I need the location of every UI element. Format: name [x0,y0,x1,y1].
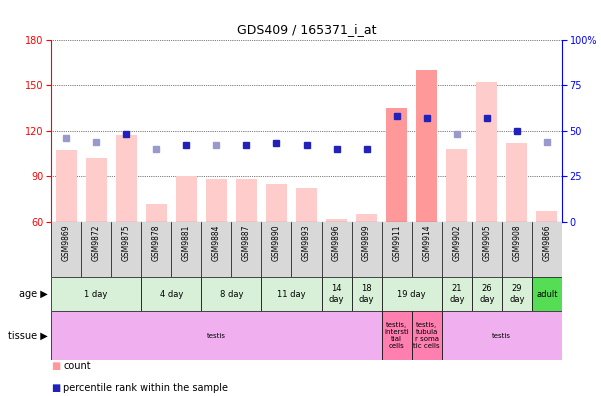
Bar [532,277,562,311]
Text: 26
day: 26 day [479,284,495,304]
Bar [55,150,77,222]
Bar [382,277,442,311]
Text: GSM9890: GSM9890 [272,225,281,261]
Text: GSM9893: GSM9893 [302,225,311,261]
Text: 14
day: 14 day [329,284,344,304]
Text: ■: ■ [51,383,60,393]
Bar [261,277,322,311]
Bar [472,277,502,311]
Bar [201,277,261,311]
Text: testis,
intersti
tial
cells: testis, intersti tial cells [384,322,409,349]
Text: 8 day: 8 day [219,289,243,299]
Bar [322,277,352,311]
Bar [296,188,317,222]
Bar [176,176,197,222]
Bar [352,277,382,311]
Text: count: count [63,361,91,371]
Bar [326,219,347,222]
Text: 4 day: 4 day [160,289,183,299]
Text: testis: testis [207,333,226,339]
Text: GSM9902: GSM9902 [453,225,461,261]
Bar [502,277,532,311]
Text: GSM9905: GSM9905 [483,225,491,261]
Text: 1 day: 1 day [85,289,108,299]
Text: GSM9887: GSM9887 [242,225,251,261]
Text: adult: adult [536,289,558,299]
Bar [386,108,407,222]
Text: GDS409 / 165371_i_at: GDS409 / 165371_i_at [237,23,376,36]
Bar [236,179,257,222]
Text: testis,
tubula
r soma
tic cells: testis, tubula r soma tic cells [413,322,440,349]
Text: GSM9872: GSM9872 [92,225,100,261]
Text: 18
day: 18 day [359,284,374,304]
Text: GSM9869: GSM9869 [62,225,70,261]
Text: 19 day: 19 day [397,289,426,299]
Text: 21
day: 21 day [449,284,465,304]
Bar [146,204,167,222]
Text: GSM9896: GSM9896 [332,225,341,261]
Text: GSM9878: GSM9878 [152,225,160,261]
Bar [141,277,201,311]
Text: ■: ■ [51,361,60,371]
Text: tissue ▶: tissue ▶ [8,331,48,341]
Bar [382,311,412,360]
Text: GSM9899: GSM9899 [362,225,371,261]
Bar [447,149,468,222]
Bar [507,143,528,222]
Bar [206,179,227,222]
Bar [51,311,382,360]
Bar [115,135,136,222]
Bar [477,82,498,222]
Bar [51,277,141,311]
Bar [356,214,377,222]
Text: 29
day: 29 day [509,284,525,304]
Text: 11 day: 11 day [277,289,306,299]
Text: percentile rank within the sample: percentile rank within the sample [63,383,228,393]
Text: age ▶: age ▶ [19,289,48,299]
Text: GSM9908: GSM9908 [513,225,521,261]
Bar [537,211,558,222]
Bar [266,184,287,222]
Text: GSM9875: GSM9875 [122,225,130,261]
Text: testis: testis [492,333,511,339]
Text: GSM9911: GSM9911 [392,225,401,261]
Bar [442,277,472,311]
Bar [412,311,442,360]
Bar [442,311,562,360]
Text: GSM9866: GSM9866 [543,225,551,261]
Text: GSM9881: GSM9881 [182,225,191,261]
Text: GSM9884: GSM9884 [212,225,221,261]
Text: GSM9914: GSM9914 [423,225,431,261]
Bar [416,70,438,222]
Bar [85,158,107,222]
